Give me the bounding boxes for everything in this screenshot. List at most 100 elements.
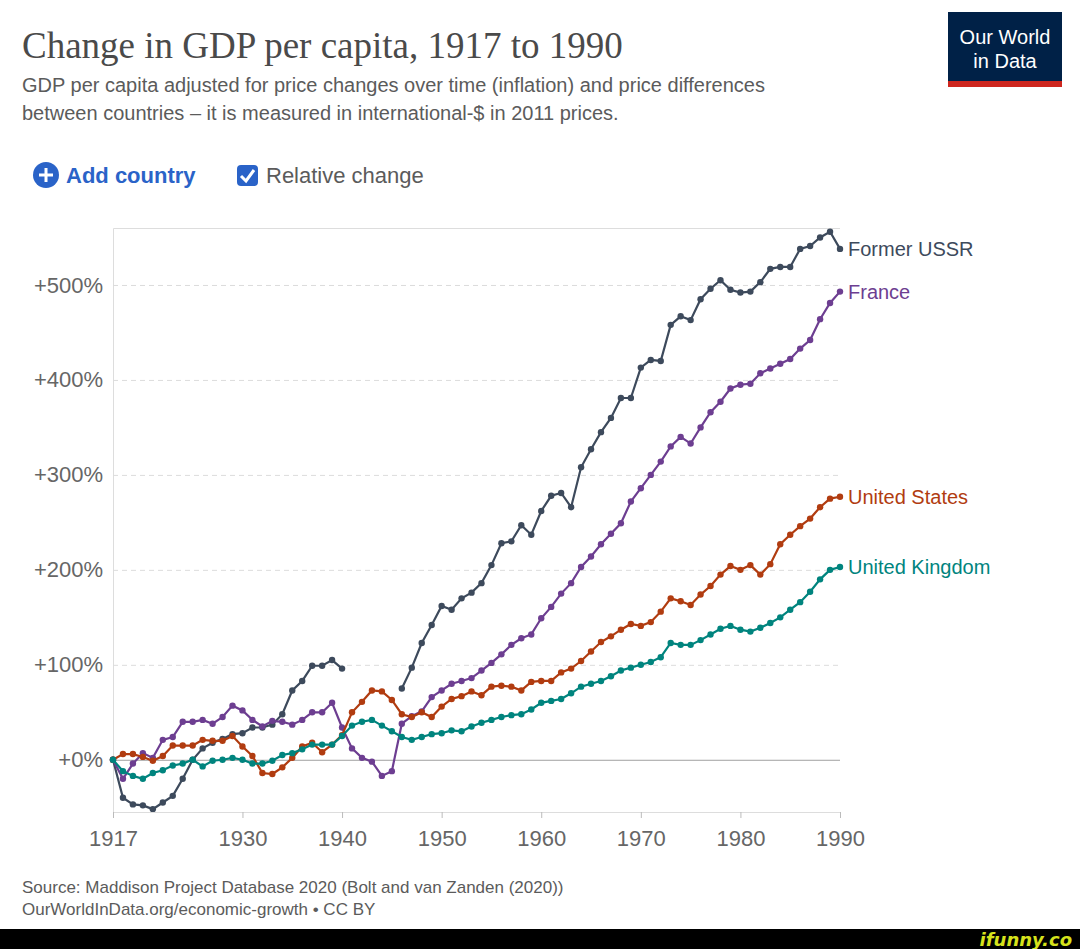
series-point [568, 580, 574, 586]
series-point [588, 553, 594, 559]
series-point [140, 754, 146, 760]
series-point [160, 737, 166, 743]
logo-box [948, 12, 1062, 86]
series-point [130, 751, 136, 757]
relative-change-toggle[interactable]: Relative change [237, 163, 424, 188]
add-country-button[interactable]: Add country [33, 162, 196, 188]
series-point [548, 698, 554, 704]
series-point [747, 381, 753, 387]
source-note: Source: Maddison Project Database 2020 (… [22, 878, 564, 897]
series-point [199, 745, 205, 751]
series-point [160, 767, 166, 773]
series-point [189, 742, 195, 748]
series-point [110, 757, 116, 763]
relative-change-label[interactable]: Relative change [266, 163, 424, 188]
series-point [658, 458, 664, 464]
series-point [209, 738, 215, 744]
series-point [369, 717, 375, 723]
series-point [130, 801, 136, 807]
series-point [797, 345, 803, 351]
series-point [498, 540, 504, 546]
series [110, 229, 843, 812]
x-tick-mark [342, 812, 343, 818]
series-point [189, 719, 195, 725]
series-point [727, 385, 733, 391]
series-point [329, 657, 335, 663]
add-icon-plus[interactable] [39, 168, 53, 182]
series-point [448, 681, 454, 687]
series-point [757, 370, 763, 376]
series-point [458, 678, 464, 684]
series-point [588, 681, 594, 687]
series-point [518, 711, 524, 717]
series-point [737, 381, 743, 387]
series-point [777, 361, 783, 367]
series-point [448, 607, 454, 613]
series-point [170, 793, 176, 799]
series-point [787, 264, 793, 270]
series-point [180, 742, 186, 748]
add-icon[interactable] [33, 162, 59, 188]
series-point [777, 614, 783, 620]
logo-text: Our World [960, 26, 1051, 48]
series [110, 288, 843, 782]
series-point [628, 498, 634, 504]
series-point [488, 683, 494, 689]
series-point [568, 665, 574, 671]
series-point [279, 752, 285, 758]
add-country-label[interactable]: Add country [66, 163, 196, 188]
series-point [170, 742, 176, 748]
series-point [229, 733, 235, 739]
y-tick-label: +500% [34, 273, 103, 298]
y-tick-label: +100% [34, 652, 103, 677]
series-point [598, 639, 604, 645]
series-point [428, 731, 434, 737]
series-point [428, 622, 434, 628]
series-point [757, 625, 763, 631]
series-point [737, 567, 743, 573]
series-point [548, 678, 554, 684]
series-point [389, 697, 395, 703]
series-point [279, 711, 285, 717]
series-point [648, 619, 654, 625]
series-point [568, 690, 574, 696]
series-point [767, 620, 773, 626]
series-point [289, 721, 295, 727]
series-point [648, 472, 654, 478]
series-point [548, 604, 554, 610]
series-point [369, 758, 375, 764]
series-point [239, 730, 245, 736]
series-line [113, 567, 840, 779]
series-point [797, 246, 803, 252]
series-point [319, 749, 325, 755]
series-point [747, 628, 753, 634]
series-point [150, 806, 156, 812]
x-tick-mark [840, 812, 841, 818]
series-point [648, 659, 654, 665]
plot-marks [110, 229, 843, 812]
series-point [717, 626, 723, 632]
series-point [658, 608, 664, 614]
series-point [458, 728, 464, 734]
series-point [817, 504, 823, 510]
checkbox[interactable] [237, 165, 258, 186]
series-point [130, 760, 136, 766]
series-point [130, 773, 136, 779]
series-point [667, 640, 673, 646]
series-point [628, 664, 634, 670]
series-point [289, 750, 295, 756]
series-label: France [848, 281, 910, 303]
series-point [199, 717, 205, 723]
series-point [827, 567, 833, 573]
grid-line [113, 665, 840, 666]
x-tick: 1980 [716, 812, 765, 851]
series-point [448, 727, 454, 733]
x-tick-label: 1970 [617, 826, 666, 851]
series-point [359, 755, 365, 761]
series-point [249, 717, 255, 723]
grid-line [113, 475, 840, 476]
series-point [309, 741, 315, 747]
checkbox-tick[interactable] [241, 170, 254, 181]
series-point [588, 648, 594, 654]
series-point [419, 640, 425, 646]
